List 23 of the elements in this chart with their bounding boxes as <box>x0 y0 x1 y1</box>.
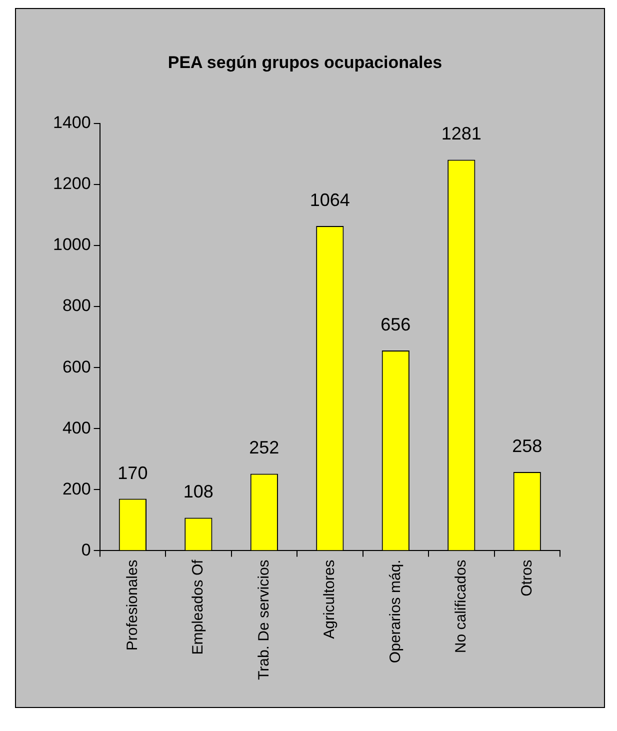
x-tick-label: Profesionales <box>124 560 141 651</box>
y-tick-label: 1000 <box>52 235 91 254</box>
y-tick-label: 200 <box>62 479 91 498</box>
y-tick-label: 600 <box>62 357 91 376</box>
data-label: 252 <box>249 438 280 458</box>
x-tick-label: Empleados Of <box>190 558 207 655</box>
x-tick-label: Trab. De servicios <box>255 560 272 680</box>
data-label: 1281 <box>441 124 482 144</box>
data-label: 170 <box>118 462 148 483</box>
y-tick-label: 800 <box>62 296 91 316</box>
x-tick-label: Otros <box>518 560 536 596</box>
x-tick-label: Agricultores <box>321 560 338 639</box>
x-tick-label: No calificados <box>452 560 470 654</box>
data-label: 1064 <box>310 190 350 210</box>
x-tick-label: Operarios máq. <box>386 560 404 664</box>
chart-title: PEA según grupos ocupacionales <box>168 52 442 72</box>
data-label: 258 <box>512 436 542 456</box>
y-tick-label: 1200 <box>52 174 91 194</box>
data-label: 656 <box>380 314 411 334</box>
data-label: 108 <box>183 482 214 502</box>
y-tick-label: 0 <box>81 540 91 560</box>
y-tick-label: 400 <box>62 418 91 438</box>
y-tick-label: 1400 <box>52 113 91 132</box>
